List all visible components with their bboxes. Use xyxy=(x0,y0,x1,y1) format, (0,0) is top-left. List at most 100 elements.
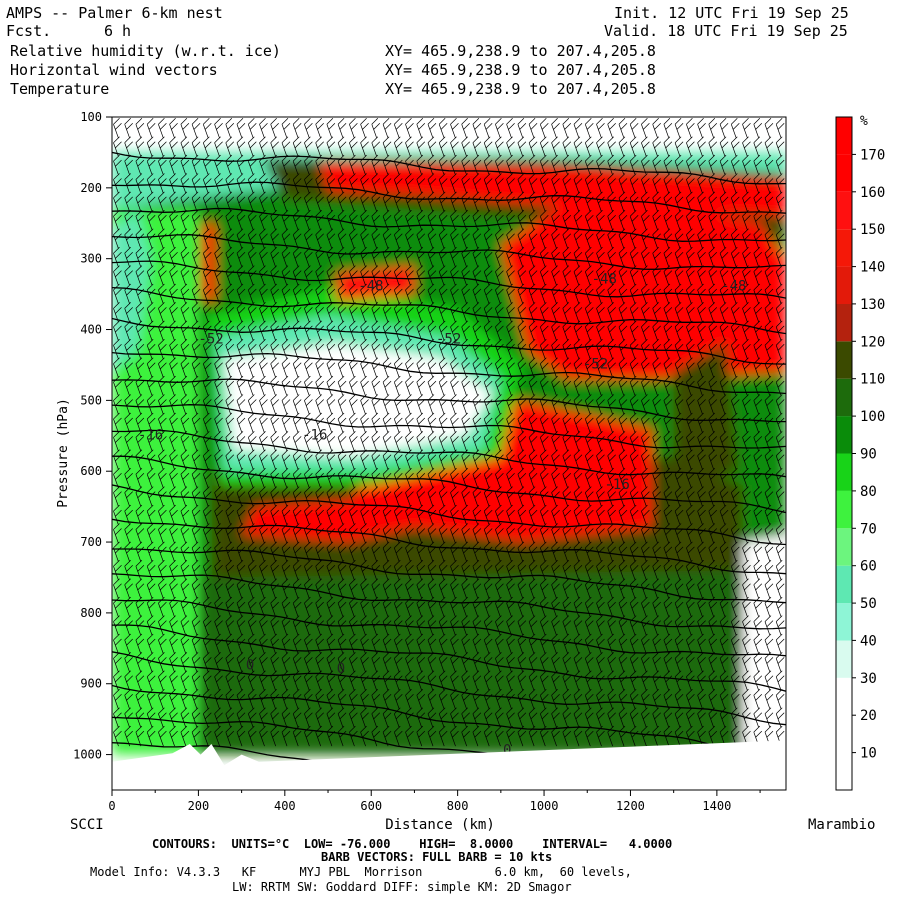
contour-label: -16 xyxy=(302,427,327,443)
contour-label: -48 xyxy=(592,272,617,288)
model-info-line1: Model Info: V4.3.3 KF MYJ PBL Morrison 6… xyxy=(90,865,632,879)
isotherm-line xyxy=(112,378,786,423)
colorbar-swatch xyxy=(836,154,852,192)
right-endpoint: Marambio xyxy=(808,817,875,833)
colorbar-label: 10 xyxy=(860,746,877,762)
isotherm-line xyxy=(112,518,786,575)
left-endpoint: SCCI xyxy=(70,817,104,833)
isotherm-line xyxy=(112,651,786,726)
contour-labels: -52 -52 -52 -48 -48 -48 -16 -16 -16 0 0 0 xyxy=(138,272,747,759)
y-axis-label: Pressure (hPa) xyxy=(56,398,71,508)
x-tick-label: 0 xyxy=(108,799,115,813)
colorbar-label: 90 xyxy=(860,447,877,463)
colorbar-swatch xyxy=(836,453,852,491)
colorbar-swatch xyxy=(836,603,852,641)
model-info-line2: LW: RRTM SW: Goddard DIFF: simple KM: 2D… xyxy=(232,880,572,894)
colorbar-swatch xyxy=(836,341,852,379)
x-tick-label: 1000 xyxy=(530,799,559,813)
x-tick-label: 1200 xyxy=(616,799,645,813)
y-tick-label: 500 xyxy=(80,393,102,407)
isotherm-line xyxy=(112,351,786,395)
contour-label: -48 xyxy=(721,279,746,295)
rh-red-column xyxy=(202,223,216,302)
isotherm-line xyxy=(112,455,786,514)
colorbar-label: 60 xyxy=(860,559,877,575)
x-tick-label: 1400 xyxy=(702,799,731,813)
colorbar-label: 160 xyxy=(860,185,885,201)
isotherm-line xyxy=(112,286,786,335)
y-tick-label: 100 xyxy=(80,110,102,124)
contour-label: -52 xyxy=(436,332,461,348)
wind-barb-set xyxy=(113,118,785,747)
isotherm-line xyxy=(112,181,786,214)
colorbar-swatch xyxy=(836,752,852,790)
colorbar-unit: % xyxy=(860,114,868,129)
contour-label: 0 xyxy=(337,661,345,677)
isotherm-line xyxy=(112,151,786,185)
colorbar-label: 40 xyxy=(860,633,877,649)
contour-label: -52 xyxy=(198,332,223,348)
colorbar-swatch xyxy=(836,191,852,230)
colorbar-label: 70 xyxy=(860,521,877,537)
field-name-rh: Relative humidity (w.r.t. ice) xyxy=(10,42,281,60)
isotherm-line xyxy=(112,573,786,630)
y-tick-label: 1000 xyxy=(73,748,102,762)
colorbar-swatch xyxy=(836,378,852,417)
terrain-mask xyxy=(112,740,786,790)
y-tick-label: 600 xyxy=(80,464,102,478)
colorbar-swatch xyxy=(836,565,852,604)
contour-info: CONTOURS: UNITS=°C LOW= -76.000 HIGH= 8.… xyxy=(152,837,673,851)
wind-barbs xyxy=(113,118,785,747)
isotherm-line xyxy=(112,624,786,692)
colorbar-label: 130 xyxy=(860,297,885,313)
forecast-hour: 6 h xyxy=(104,22,132,40)
colorbar-swatch xyxy=(836,303,852,342)
field-xy-temp: XY= 465.9,238.9 to 207.4,205.8 xyxy=(385,80,656,98)
field-xy-wind: XY= 465.9,238.9 to 207.4,205.8 xyxy=(385,61,656,79)
y-tick-label: 400 xyxy=(80,323,102,337)
colorbar-swatch xyxy=(836,640,852,678)
x-axis-label: Distance (km) xyxy=(385,817,495,833)
isotherm-line xyxy=(112,404,786,449)
isotherm-line xyxy=(112,234,786,270)
isotherm-line xyxy=(112,599,786,657)
colorbar-label: 110 xyxy=(860,372,885,388)
x-tick-label: 600 xyxy=(360,799,382,813)
colorbar-swatch xyxy=(836,117,852,155)
x-tick-label: 400 xyxy=(274,799,296,813)
rh-red-mid xyxy=(241,400,653,543)
plot-frame xyxy=(111,116,787,791)
forecast-label: Fcst. xyxy=(6,22,52,40)
isotherm-line xyxy=(112,548,786,604)
colorbar-label: 150 xyxy=(860,222,885,238)
isotherm-line xyxy=(112,260,786,299)
colorbar-label: 120 xyxy=(860,334,885,350)
isotherm-line xyxy=(112,684,786,755)
chart-title: AMPS -- Palmer 6-km nest xyxy=(6,4,223,22)
colorbar-swatch xyxy=(836,490,852,529)
isotherm-line xyxy=(112,484,786,546)
y-tick-label: 300 xyxy=(80,252,102,266)
colorbar-swatch xyxy=(836,677,852,716)
field-name-wind: Horizontal wind vectors xyxy=(10,61,218,79)
plot-area: -52 -52 -52 -48 -48 -48 -16 -16 -16 0 0 0 xyxy=(112,117,786,790)
isotherm-line xyxy=(112,429,786,478)
colorbar-label: 20 xyxy=(860,708,877,724)
contour-label: -48 xyxy=(358,279,383,295)
contour-label: -16 xyxy=(605,477,630,493)
colorbar-swatch xyxy=(836,229,852,267)
contour-label: 0 xyxy=(503,743,511,759)
colorbar-label: 100 xyxy=(860,409,885,425)
colorbar-swatch xyxy=(836,715,852,753)
colorbar-swatch xyxy=(836,528,852,566)
colorbar: 10 20 30 40 50 60 70 80 90 100 110 120 130 140 150 160 1… xyxy=(835,114,885,791)
barb-info: BARB VECTORS: FULL BARB = 10 kts xyxy=(321,850,553,864)
rh-darkgreen-lower xyxy=(198,570,739,755)
y-tick-label: 900 xyxy=(80,677,102,691)
rh-dry-core xyxy=(224,343,493,457)
colorbar-label: 170 xyxy=(860,147,885,163)
field-name-temp: Temperature xyxy=(10,80,110,98)
valid-time: Valid. 18 UTC Fri 19 Sep 25 xyxy=(604,22,848,40)
contour-label: -16 xyxy=(138,427,163,443)
